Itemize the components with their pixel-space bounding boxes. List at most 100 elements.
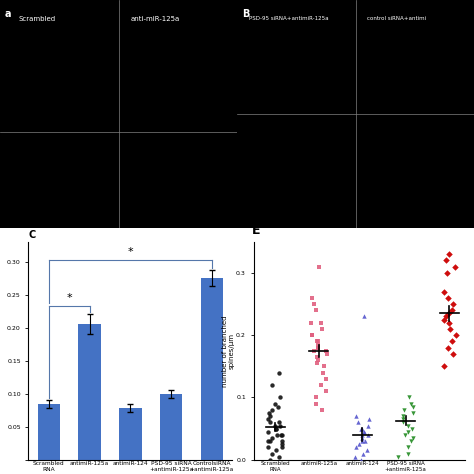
Point bbox=[448, 307, 456, 314]
Point bbox=[399, 412, 406, 420]
Point bbox=[405, 394, 412, 401]
Point bbox=[271, 422, 279, 429]
Text: a: a bbox=[5, 9, 11, 19]
Point bbox=[405, 428, 412, 436]
Point bbox=[354, 419, 362, 426]
Point bbox=[268, 450, 275, 457]
Bar bbox=[38, 404, 60, 460]
Point bbox=[309, 331, 316, 339]
Point bbox=[319, 369, 327, 376]
Point bbox=[404, 422, 411, 429]
Point bbox=[445, 344, 452, 351]
Point bbox=[317, 381, 325, 389]
Point bbox=[275, 369, 283, 376]
Point bbox=[314, 344, 321, 351]
Point bbox=[446, 310, 453, 317]
Point bbox=[264, 416, 272, 423]
Point bbox=[312, 400, 320, 408]
Point bbox=[409, 434, 417, 442]
Point bbox=[408, 438, 415, 445]
Text: *: * bbox=[128, 247, 133, 257]
Point bbox=[313, 337, 320, 345]
Point bbox=[448, 337, 456, 345]
Point bbox=[401, 431, 409, 438]
Text: anti-miR-125a: anti-miR-125a bbox=[130, 16, 180, 22]
Point bbox=[358, 425, 365, 432]
Point bbox=[361, 438, 368, 445]
Point bbox=[442, 256, 449, 264]
Point bbox=[445, 250, 453, 258]
Point bbox=[278, 440, 285, 448]
Point bbox=[271, 400, 279, 408]
Point bbox=[268, 381, 276, 389]
Point bbox=[409, 403, 417, 410]
Point bbox=[269, 406, 276, 414]
Point bbox=[449, 350, 457, 358]
Point bbox=[408, 400, 415, 408]
Text: C: C bbox=[28, 229, 36, 240]
Point bbox=[320, 363, 328, 370]
Point bbox=[440, 316, 447, 323]
Bar bbox=[201, 278, 223, 460]
Point bbox=[359, 434, 366, 442]
Point bbox=[314, 341, 322, 348]
Point bbox=[308, 319, 315, 327]
Point bbox=[318, 406, 326, 414]
Point bbox=[440, 363, 447, 370]
Point bbox=[360, 428, 368, 436]
Point bbox=[452, 331, 459, 339]
Point bbox=[314, 344, 321, 351]
Point bbox=[322, 375, 330, 383]
Text: E: E bbox=[251, 224, 260, 237]
Point bbox=[264, 444, 272, 451]
Point bbox=[310, 347, 318, 355]
Point bbox=[409, 425, 416, 432]
Point bbox=[278, 444, 286, 451]
Point bbox=[323, 350, 330, 358]
Point bbox=[446, 325, 454, 333]
Bar bbox=[160, 394, 182, 460]
Point bbox=[443, 313, 450, 320]
Point bbox=[365, 431, 372, 438]
Point bbox=[265, 409, 273, 417]
Bar bbox=[119, 408, 142, 460]
Text: PSD-95 siRNA+antimiR-125a: PSD-95 siRNA+antimiR-125a bbox=[249, 16, 328, 21]
Point bbox=[268, 434, 276, 442]
Point bbox=[360, 313, 368, 320]
Point bbox=[352, 412, 359, 420]
Point bbox=[279, 438, 286, 445]
Point bbox=[272, 447, 280, 454]
Point bbox=[314, 359, 321, 367]
Point bbox=[409, 409, 417, 417]
Point bbox=[266, 412, 273, 420]
Point bbox=[449, 300, 457, 308]
Point bbox=[312, 307, 319, 314]
Y-axis label: number of branched
spines/μm: number of branched spines/μm bbox=[222, 315, 235, 386]
Point bbox=[273, 425, 280, 432]
Point bbox=[358, 438, 366, 445]
Point bbox=[315, 263, 323, 271]
Point bbox=[363, 447, 371, 454]
Point bbox=[358, 431, 365, 438]
Point bbox=[399, 416, 407, 423]
Point bbox=[405, 450, 412, 457]
Point bbox=[404, 444, 412, 451]
Point bbox=[317, 319, 325, 327]
Point bbox=[274, 403, 282, 410]
Point bbox=[355, 440, 363, 448]
Point bbox=[264, 438, 272, 445]
Point bbox=[273, 431, 281, 438]
Text: Scrambled: Scrambled bbox=[19, 16, 56, 22]
Point bbox=[313, 353, 321, 361]
Point bbox=[310, 300, 318, 308]
Point bbox=[443, 269, 450, 277]
Point bbox=[399, 419, 407, 426]
Text: control siRNA+antimi: control siRNA+antimi bbox=[367, 16, 427, 21]
Point bbox=[308, 331, 315, 339]
Point bbox=[312, 394, 320, 401]
Point bbox=[276, 422, 283, 429]
Point bbox=[401, 406, 408, 414]
Bar bbox=[78, 324, 101, 460]
Point bbox=[314, 356, 322, 364]
Text: *: * bbox=[66, 292, 72, 302]
